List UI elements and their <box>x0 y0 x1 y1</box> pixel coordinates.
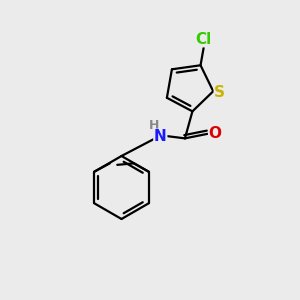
Text: N: N <box>154 129 167 144</box>
Text: S: S <box>214 85 225 100</box>
Text: Cl: Cl <box>196 32 212 47</box>
Text: O: O <box>209 126 222 141</box>
Text: H: H <box>149 119 160 132</box>
